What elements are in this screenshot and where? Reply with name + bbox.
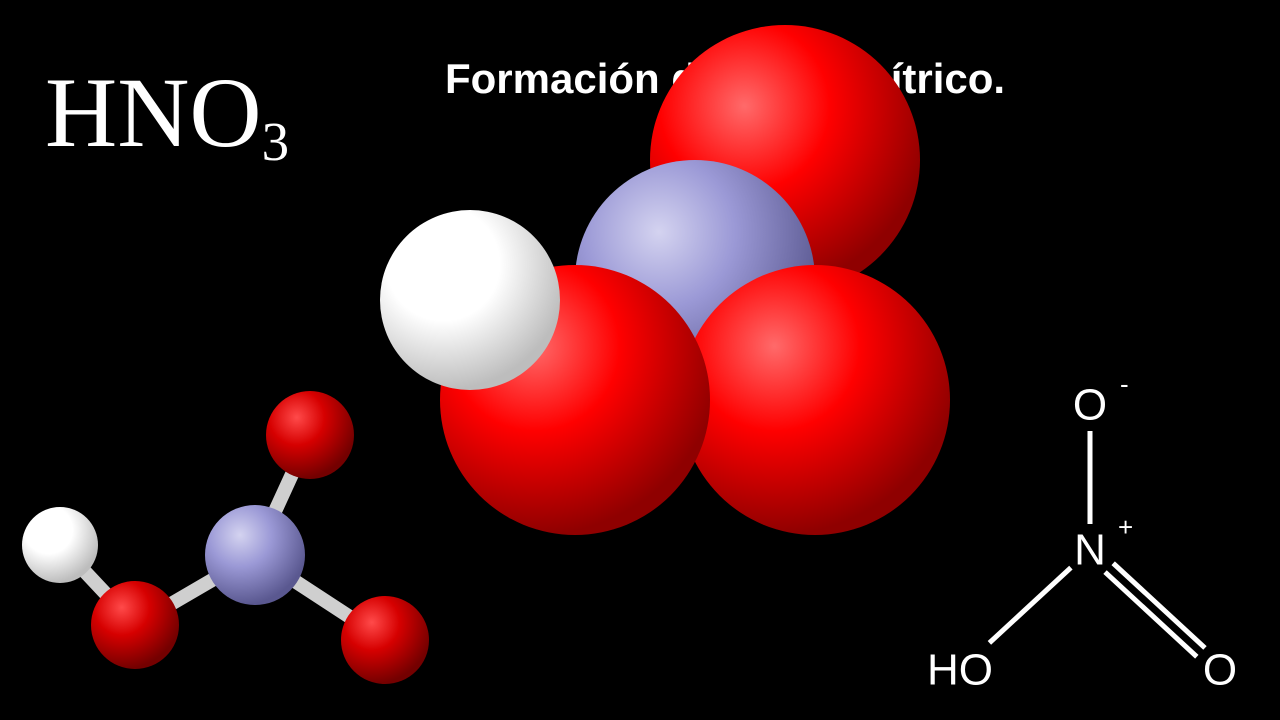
atom-O_right (341, 596, 429, 684)
atom-O_top (266, 391, 354, 479)
formula-base: HNO (45, 57, 262, 168)
lewis-charge-N: + (1118, 512, 1133, 542)
formula-subscript: 3 (262, 111, 290, 172)
lewis-atom-N: N (1074, 526, 1106, 575)
atom-H (22, 507, 98, 583)
atom-O_left (91, 581, 179, 669)
lewis-bond-N-O_dbl (1105, 572, 1197, 657)
lewis-bond-N-O_dbl (1113, 563, 1205, 648)
molecule-spacefill (435, 20, 955, 540)
lewis-structure: O-N+OHO (920, 370, 1260, 710)
lewis-atom-O_dbl: O (1203, 646, 1237, 695)
atom-O_bottom_right (680, 265, 950, 535)
atom-N (205, 505, 305, 605)
molecule-ballstick (25, 325, 485, 720)
chemical-formula: HNO3 (45, 55, 289, 170)
lewis-atom-O_top: O (1073, 381, 1107, 430)
lewis-charge-O_top: - (1120, 370, 1129, 399)
lewis-atom-O_HO: HO (927, 646, 993, 695)
lewis-bond-N-O_HO (989, 568, 1071, 643)
diagram-stage: HNO3 Formación del ácido nítrico. O-N+OH… (0, 0, 1280, 720)
